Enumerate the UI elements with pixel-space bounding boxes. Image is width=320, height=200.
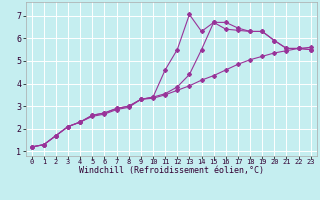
X-axis label: Windchill (Refroidissement éolien,°C): Windchill (Refroidissement éolien,°C) — [79, 166, 264, 175]
